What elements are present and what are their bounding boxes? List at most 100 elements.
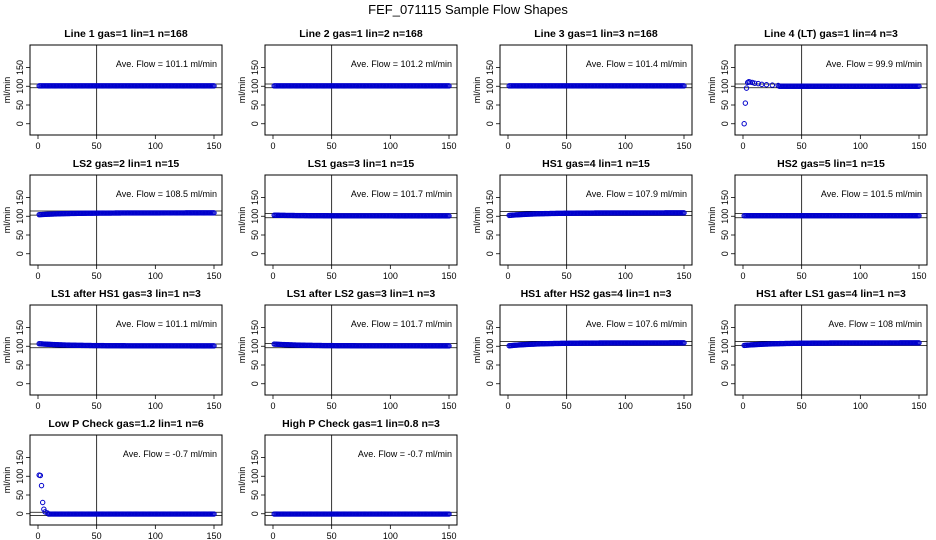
- data-point: [446, 213, 452, 219]
- panel-3: Line 3 gas=1 lin=3 n=168 0 50 100 150 0 50 100 1…: [472, 28, 693, 151]
- x-tick-label: 0: [505, 141, 510, 151]
- y-tick-label: 50: [250, 490, 260, 500]
- x-tick-label: 100: [148, 531, 163, 540]
- y-tick-label: 0: [15, 121, 25, 126]
- x-tick-label: 100: [853, 271, 868, 281]
- data-point: [749, 79, 756, 86]
- y-tick-label: 0: [15, 511, 25, 516]
- y-axis-label: ml/min: [2, 77, 12, 104]
- x-tick-label: 0: [35, 401, 40, 411]
- y-axis-label: ml/min: [237, 467, 247, 494]
- x-tick-label: 0: [505, 401, 510, 411]
- data-point: [742, 100, 749, 106]
- plot-frame: [29, 44, 223, 136]
- plot-frame: [734, 174, 928, 266]
- x-tick-label: 0: [270, 271, 275, 281]
- y-tick-label: 0: [485, 381, 495, 386]
- x-tick-label: 100: [853, 401, 868, 411]
- page-title: FEF_071115 Sample Flow Shapes: [368, 2, 568, 17]
- panel-title: HS1 gas=4 lin=1 n=15: [542, 158, 650, 170]
- average-flow-label: Ave. Flow = -0.7 ml/min: [123, 449, 217, 459]
- data-point: [37, 472, 44, 479]
- data-point: [38, 482, 45, 489]
- data-point: [211, 210, 217, 216]
- y-tick-label: 0: [485, 121, 495, 126]
- y-axis-label: ml/min: [707, 337, 717, 364]
- y-tick-label: 100: [250, 339, 260, 354]
- x-tick-label: 150: [676, 401, 691, 411]
- data-point: [741, 121, 747, 127]
- average-flow-label: Ave. Flow = 101.1 ml/min: [116, 319, 217, 329]
- data-point: [211, 343, 217, 349]
- x-tick-label: 50: [327, 401, 337, 411]
- y-axis-label: ml/min: [472, 207, 482, 234]
- x-tick-label: 150: [911, 271, 926, 281]
- panel-8: HS2 gas=5 lin=1 n=150 50 100 150050100150ml…: [707, 158, 928, 281]
- x-tick-label: 100: [383, 141, 398, 151]
- average-flow-label: Ave. Flow = 101.1 ml/min: [116, 59, 217, 69]
- x-tick-label: 50: [327, 141, 337, 151]
- x-tick-label: 50: [797, 141, 807, 151]
- y-tick-label: 50: [485, 100, 495, 110]
- x-tick-label: 150: [441, 401, 456, 411]
- panel-9: LS1 after HS1 gas=3 lin=1 n=3 0 50 100 150 0 5…: [2, 288, 223, 411]
- data-point: [446, 511, 452, 517]
- plot-frame: [499, 304, 693, 396]
- y-tick-label: 100: [720, 79, 730, 94]
- y-axis-label: ml/min: [472, 337, 482, 364]
- data-point: [681, 340, 687, 346]
- plot-frame: [29, 304, 223, 396]
- data-point: [446, 343, 452, 349]
- data-point: [211, 83, 217, 89]
- y-tick-label: 50: [720, 100, 730, 110]
- x-tick-label: 50: [562, 271, 572, 281]
- x-tick-label: 150: [441, 531, 456, 540]
- x-tick-label: 50: [92, 271, 102, 281]
- y-tick-label: 100: [485, 339, 495, 354]
- data-point: [747, 79, 753, 85]
- x-tick-label: 50: [327, 271, 337, 281]
- panel-title: LS1 gas=3 lin=1 n=15: [308, 158, 415, 170]
- x-tick-label: 150: [206, 401, 221, 411]
- y-tick-label: 100: [250, 79, 260, 94]
- y-tick-label: 50: [15, 490, 25, 500]
- plot-frame: [29, 174, 223, 266]
- x-tick-label: 50: [327, 531, 337, 540]
- y-tick-label: 100: [15, 79, 25, 94]
- x-tick-label: 150: [206, 531, 221, 540]
- x-tick-label: 0: [35, 531, 40, 540]
- y-tick-label: 0: [250, 511, 260, 516]
- panel-2: Line 2 gas=1 lin=2 n=168 0 50 100 150 0 50 100 1…: [237, 28, 458, 151]
- x-tick-label: 50: [92, 531, 102, 540]
- plot-frame: [264, 304, 458, 396]
- y-tick-label: 150: [15, 320, 25, 335]
- y-tick-label: 50: [720, 230, 730, 240]
- x-tick-label: 150: [676, 271, 691, 281]
- x-tick-label: 0: [270, 141, 275, 151]
- y-tick-label: 0: [250, 381, 260, 386]
- x-tick-label: 0: [740, 401, 745, 411]
- average-flow-label: Ave. Flow = 108 ml/min: [828, 319, 922, 329]
- y-tick-label: 0: [250, 251, 260, 256]
- y-tick-label: 150: [15, 450, 25, 465]
- plot-frame: [734, 44, 928, 136]
- y-axis-label: ml/min: [707, 77, 717, 104]
- x-tick-label: 50: [562, 141, 572, 151]
- x-tick-label: 50: [562, 401, 572, 411]
- y-tick-label: 150: [250, 320, 260, 335]
- y-tick-label: 100: [15, 339, 25, 354]
- panel-7: HS1 gas=4 lin=1 n=150 50 100 150050100150ml…: [472, 158, 693, 281]
- y-tick-label: 0: [250, 121, 260, 126]
- x-tick-label: 100: [618, 401, 633, 411]
- y-tick-label: 50: [15, 100, 25, 110]
- y-tick-label: 50: [15, 230, 25, 240]
- y-tick-label: 100: [485, 209, 495, 224]
- y-tick-label: 150: [720, 320, 730, 335]
- x-tick-label: 0: [35, 141, 40, 151]
- y-tick-label: 150: [485, 190, 495, 205]
- plot-frame: [264, 44, 458, 136]
- y-tick-label: 0: [485, 251, 495, 256]
- y-tick-label: 150: [250, 60, 260, 75]
- panel-title: LS1 after HS1 gas=3 lin=1 n=3: [51, 288, 201, 300]
- y-axis-label: ml/min: [2, 207, 12, 234]
